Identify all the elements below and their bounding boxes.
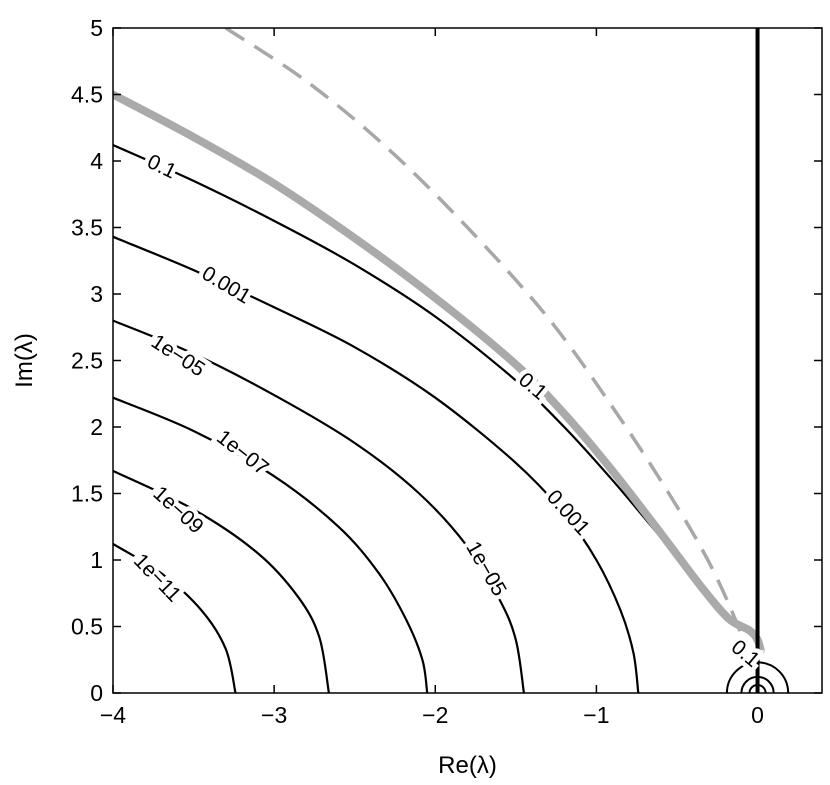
y-tick-label: 1.5 [71,481,103,507]
axes: −4 −3 −2 −1 0 0 0.5 1 1.5 2 2.5 3 3.5 4 4.5 5 [71,15,822,728]
origin-circle [725,661,790,693]
x-tick-label: −4 [100,702,126,728]
y-tick-label: 3 [90,281,103,307]
contour-line [113,543,237,693]
y-tick-label: 1 [90,547,103,573]
contour-line [113,235,640,693]
y-tick-label: 2.5 [71,348,103,374]
plot-background [113,28,822,693]
contour-line [113,469,330,693]
x-tick-label: −3 [261,702,287,728]
contour-line [113,396,429,693]
y-tick-label: 4 [90,148,103,174]
y-tick-label: 5 [90,15,103,41]
x-tick-label: −1 [583,702,609,728]
y-tick-label: 0 [90,680,103,706]
y-tick-label: 3.5 [71,215,103,241]
contour-line [113,319,525,693]
x-tick-label: −2 [422,702,448,728]
dashed-gray-curve [224,28,753,667]
plot-content [113,28,790,693]
y-axis-label: Im(λ) [11,333,38,388]
thick-gray-curve [113,90,765,655]
y-tick-label: 0.5 [71,614,103,640]
x-tick-label: 0 [751,702,764,728]
y-tick-label: 4.5 [71,82,103,108]
y-tick-label: 2 [90,414,103,440]
x-axis-label: Re(λ) [438,752,497,779]
